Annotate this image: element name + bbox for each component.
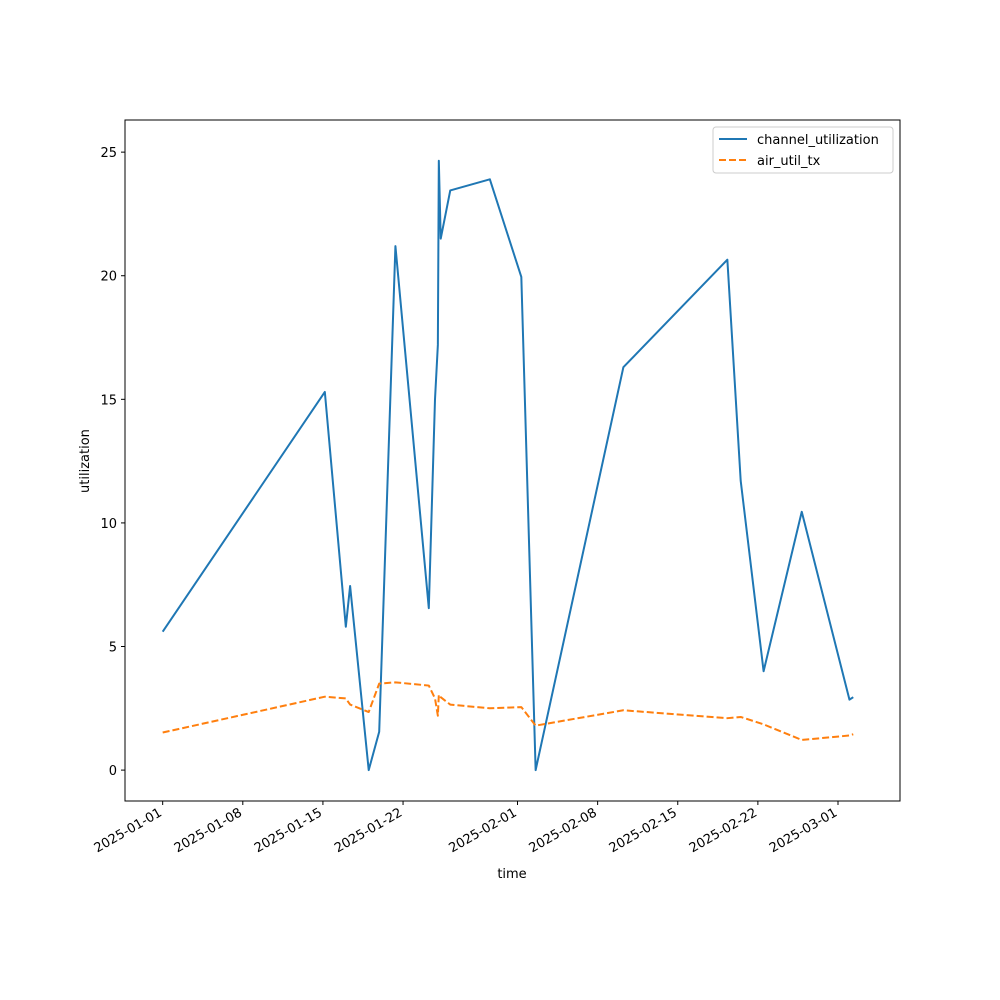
y-tick-label: 0 <box>109 764 117 779</box>
series-line-air-util-tx <box>162 681 854 741</box>
series-line-channel-utilization <box>161 159 854 772</box>
y-tick-label: 20 <box>100 270 117 285</box>
y-axis: 0 5 10 15 20 25 <box>100 146 125 779</box>
legend: channel_utilization air_util_tx <box>712 126 894 174</box>
y-axis-title: utilization <box>78 429 93 493</box>
series-layer <box>161 159 854 772</box>
y-tick-label: 10 <box>100 517 117 532</box>
legend-label-air-util-tx: air_util_tx <box>757 154 821 169</box>
x-axis-title: time <box>497 867 526 882</box>
legend-label-channel-utilization: channel_utilization <box>757 133 879 148</box>
y-tick-label: 15 <box>100 393 117 408</box>
y-tick-label: 25 <box>100 146 117 161</box>
legend-box <box>712 126 894 174</box>
y-tick-label: 5 <box>109 641 117 656</box>
plot-frame <box>124 119 901 802</box>
